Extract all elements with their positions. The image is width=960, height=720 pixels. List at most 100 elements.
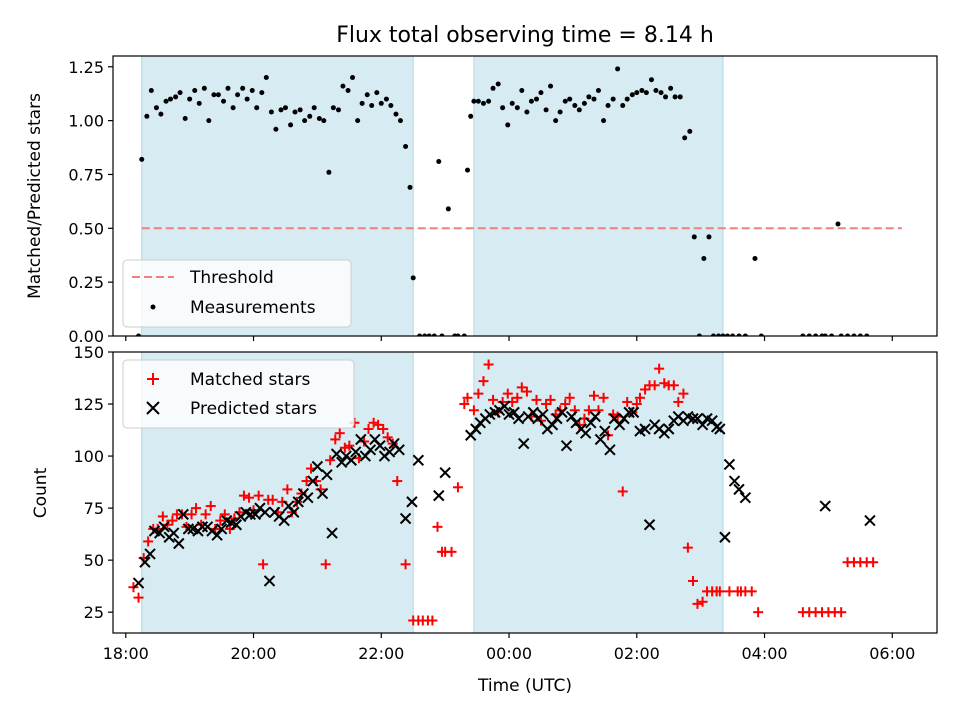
measurement-point [177,90,183,96]
measurement-point [658,90,664,96]
measurement-point [806,333,812,336]
measurement-point [519,87,525,93]
predicted-star-point [364,444,377,456]
measurement-point [591,96,597,102]
predicted-star-point [355,433,367,446]
top-panel: 0.00 0.25 0.50 0.75 1.00 1.25 Flux total obse… [25,0,938,346]
measurement-point [393,111,399,117]
measurement-point [163,98,169,104]
predicted-star-point [537,408,549,421]
measurement-point [639,87,645,93]
measurement-point [465,167,471,173]
x-tick-label: 06:00 [869,644,915,663]
matched-star-point [378,424,389,435]
chart-title: Flux total observing time = 8.14 h [336,23,714,48]
measurement-point [822,333,828,336]
matched-star-point [258,559,269,570]
matched-star-point [215,515,226,526]
matched-star-point [446,546,457,557]
measurement-point [758,333,764,336]
measurement-point [254,105,260,111]
matched-star-point [560,399,571,410]
predicted-star-point [470,423,482,435]
predicted-star-point [604,444,616,456]
predicted-star-point [412,454,425,466]
bottom-axes-frame [112,351,938,634]
predicted-star-point [663,423,675,435]
measurement-point [615,66,621,72]
measurement-point [629,92,635,98]
matched-star-point [488,394,499,405]
measurement-point [663,94,669,100]
matched-star-point [368,417,379,428]
y-tick-label: 1.25 [68,58,104,77]
matched-star-point [320,559,331,570]
measurement-point [538,90,544,96]
matched-star-point [673,396,684,407]
measurement-point [634,90,640,96]
measurement-point [490,85,496,91]
measurement-point [282,105,288,111]
matched-star-point [483,359,494,370]
matched-star-point [583,405,594,416]
y-tick-label: 125 [73,395,104,414]
matched-star-point [167,515,178,526]
measurement-point [263,75,269,81]
matched-star-point [473,388,484,399]
matched-star-point [432,521,443,532]
x-tick-label: 20:00 [230,644,276,663]
matched-star-point [191,503,202,514]
predicted-star-point [508,406,520,419]
measurement-point [302,118,308,124]
matched-star-point [521,386,532,397]
predicted-star-point [864,514,876,527]
measurement-point [403,143,409,149]
measurement-point [742,333,748,336]
measurement-point [288,122,294,128]
measurement-point [653,87,659,93]
predicted-star-point [733,483,745,496]
measurements-legend-swatch [150,304,156,310]
measurement-point [436,159,442,165]
measurement-point [410,275,416,281]
predicted-stars-points [132,400,876,589]
x-tick-label: 22:00 [358,644,404,663]
predicted-star-point [292,496,304,508]
measurement-point [610,96,616,102]
predicted-star-point [230,519,242,531]
predicted-star-point [518,437,530,450]
measurement-point [475,98,481,104]
matched-star-point [363,424,374,435]
predicted-star-point [393,444,405,456]
matched-star-point [157,511,168,522]
predicted-star-point [585,417,597,429]
predicted-star-point [719,531,731,543]
matched-star-point [634,392,645,403]
measurement-point [445,206,451,212]
measurement-point [330,105,336,111]
measurement-point [230,105,236,111]
measurement-point [682,135,688,141]
measurement-point [553,118,559,124]
matched-star-point [617,486,628,497]
y-tick-label: 150 [73,343,104,362]
measurement-point [696,333,702,336]
x-axis-label: Time (UTC) [477,676,572,696]
measurements-legend-label: Measurements [190,298,316,318]
matched-star-point [622,396,633,407]
predicted-legend-label: Predicted stars [190,399,317,419]
measurement-point [278,107,284,113]
matched-star-point [133,592,144,603]
matched-star-point [143,536,154,547]
measurement-point [557,109,563,115]
matched-star-point [682,542,693,553]
measurement-point [648,77,654,83]
predicted-star-point [433,489,445,502]
measurement-point [581,100,587,106]
measurement-point [509,100,515,106]
measurement-point [893,0,898,3]
top-axes-frame [112,55,938,337]
measurement-point [211,92,217,98]
matched-star-point [531,394,542,405]
y-tick-label: 0.50 [68,219,104,238]
